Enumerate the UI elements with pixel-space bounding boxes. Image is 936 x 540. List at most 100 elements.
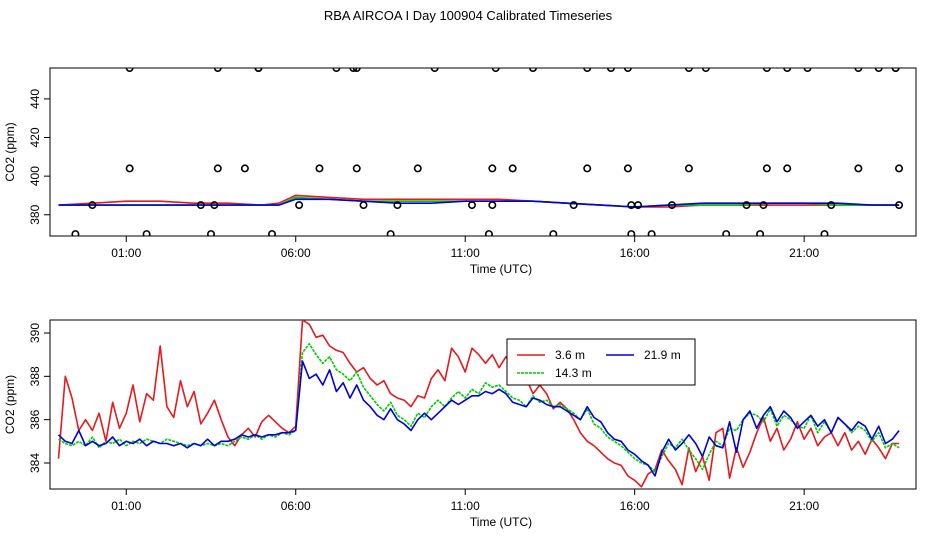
calibration-point xyxy=(206,230,215,236)
calibration-point xyxy=(125,68,134,72)
calibration-point xyxy=(142,230,151,236)
calibration-point xyxy=(667,201,676,210)
calibration-point xyxy=(783,68,792,72)
calibration-point xyxy=(895,164,904,173)
calibration-point xyxy=(549,230,558,236)
calibration-point xyxy=(213,68,222,72)
calibration-point xyxy=(386,230,395,236)
calibration-point xyxy=(88,201,97,210)
calibration-point xyxy=(254,68,263,72)
calibration-point xyxy=(413,164,422,173)
legend-label: 14.3 m xyxy=(555,366,592,380)
y-tick-label: 388 xyxy=(28,366,42,386)
calibration-point xyxy=(684,68,693,72)
calibration-point xyxy=(240,164,249,173)
calibration-point xyxy=(756,230,765,236)
y-tick-label: 440 xyxy=(28,89,42,109)
calibration-point xyxy=(210,201,219,210)
series-line-14-3-m xyxy=(58,342,900,473)
calibration-point xyxy=(268,230,277,236)
calibration-point xyxy=(762,68,771,72)
x-tick-label: 11:00 xyxy=(451,246,480,260)
calibration-point xyxy=(623,164,632,173)
y-tick-label: 420 xyxy=(28,127,42,147)
calibration-point xyxy=(467,201,476,210)
x-tick-label: 06:00 xyxy=(281,499,311,513)
x-tick-label: 21:00 xyxy=(789,499,819,513)
calibration-point xyxy=(488,164,497,173)
calibration-point xyxy=(854,68,863,72)
y-tick-label: 386 xyxy=(28,409,42,429)
x-tick-label: 01:00 xyxy=(111,499,141,513)
calibration-point xyxy=(701,68,710,72)
calibration-point xyxy=(820,230,829,236)
calibration-point xyxy=(803,68,812,72)
calibration-point xyxy=(583,164,592,173)
calibration-point xyxy=(895,201,904,210)
y-axis-label: CO2 (ppm) xyxy=(3,122,17,181)
calibration-point xyxy=(508,164,517,173)
calibration-point xyxy=(488,201,497,210)
calibration-point xyxy=(606,68,615,72)
calibration-point xyxy=(827,201,836,210)
legend-label: 21.9 m xyxy=(644,348,681,362)
calibration-point xyxy=(352,164,361,173)
calibration-point xyxy=(634,201,643,210)
x-axis-label: Time (UTC) xyxy=(470,262,532,276)
figure-title: RBA AIRCOA I Day 100904 Calibrated Times… xyxy=(323,8,613,23)
legend-label: 3.6 m xyxy=(555,348,585,362)
calibration-point xyxy=(722,230,731,236)
series-line-3-6-m xyxy=(57,320,900,488)
calibration-point xyxy=(569,201,578,210)
series-line-3-6-m xyxy=(58,194,900,208)
chart-panel-2: 01:00 06:00 11:00 16:00 21:00 384 386 388 390 Tim… xyxy=(3,319,917,529)
calibration-point xyxy=(352,68,361,72)
calibration-point xyxy=(854,164,863,173)
chart-panel-1: 01:00 06:00 11:00 16:00 21:00 380 400 420 440 Tim… xyxy=(3,67,917,276)
y-axis-label: CO2 (ppm) xyxy=(3,375,17,434)
plot-frame xyxy=(49,319,917,490)
calibration-point xyxy=(759,201,768,210)
calibration-point xyxy=(583,68,592,72)
series-line-21-9-m xyxy=(58,198,900,208)
calibration-point xyxy=(627,230,636,236)
calibration-point xyxy=(295,201,304,210)
calibration-point xyxy=(315,164,324,173)
y-tick-label: 390 xyxy=(28,323,42,343)
calibration-point xyxy=(359,201,368,210)
calibration-point xyxy=(491,68,500,72)
series-group xyxy=(57,320,900,488)
legend: 3.6 m 21.9 m 14.3 m xyxy=(506,338,696,386)
calibration-point xyxy=(647,230,656,236)
y-tick-label: 384 xyxy=(28,453,42,473)
series-line-21-9-m xyxy=(57,360,900,477)
calibration-point xyxy=(332,68,341,72)
x-tick-label: 16:00 xyxy=(620,246,650,260)
calibration-point xyxy=(874,68,883,72)
calibration-point xyxy=(783,164,792,173)
calibration-point xyxy=(393,201,402,210)
calibration-point xyxy=(484,230,493,236)
x-tick-label: 06:00 xyxy=(281,246,311,260)
x-tick-label: 11:00 xyxy=(451,499,480,513)
plot-frame xyxy=(49,67,917,237)
x-axis-label: Time (UTC) xyxy=(470,515,532,529)
calibration-point xyxy=(684,164,693,173)
calibration-point xyxy=(762,164,771,173)
calibration-point xyxy=(349,68,358,72)
y-tick-label: 400 xyxy=(28,166,42,186)
calibration-point xyxy=(528,68,537,72)
calibration-point xyxy=(71,230,80,236)
calibration-point xyxy=(891,68,900,72)
calibration-point xyxy=(213,164,222,173)
calibration-point xyxy=(623,68,632,72)
calibration-point xyxy=(125,164,134,173)
x-tick-label: 21:00 xyxy=(789,246,819,260)
x-tick-label: 16:00 xyxy=(620,499,650,513)
calibration-point xyxy=(430,68,439,72)
calibration-point xyxy=(742,201,751,210)
x-tick-label: 01:00 xyxy=(111,246,141,260)
calibration-point xyxy=(196,201,205,210)
